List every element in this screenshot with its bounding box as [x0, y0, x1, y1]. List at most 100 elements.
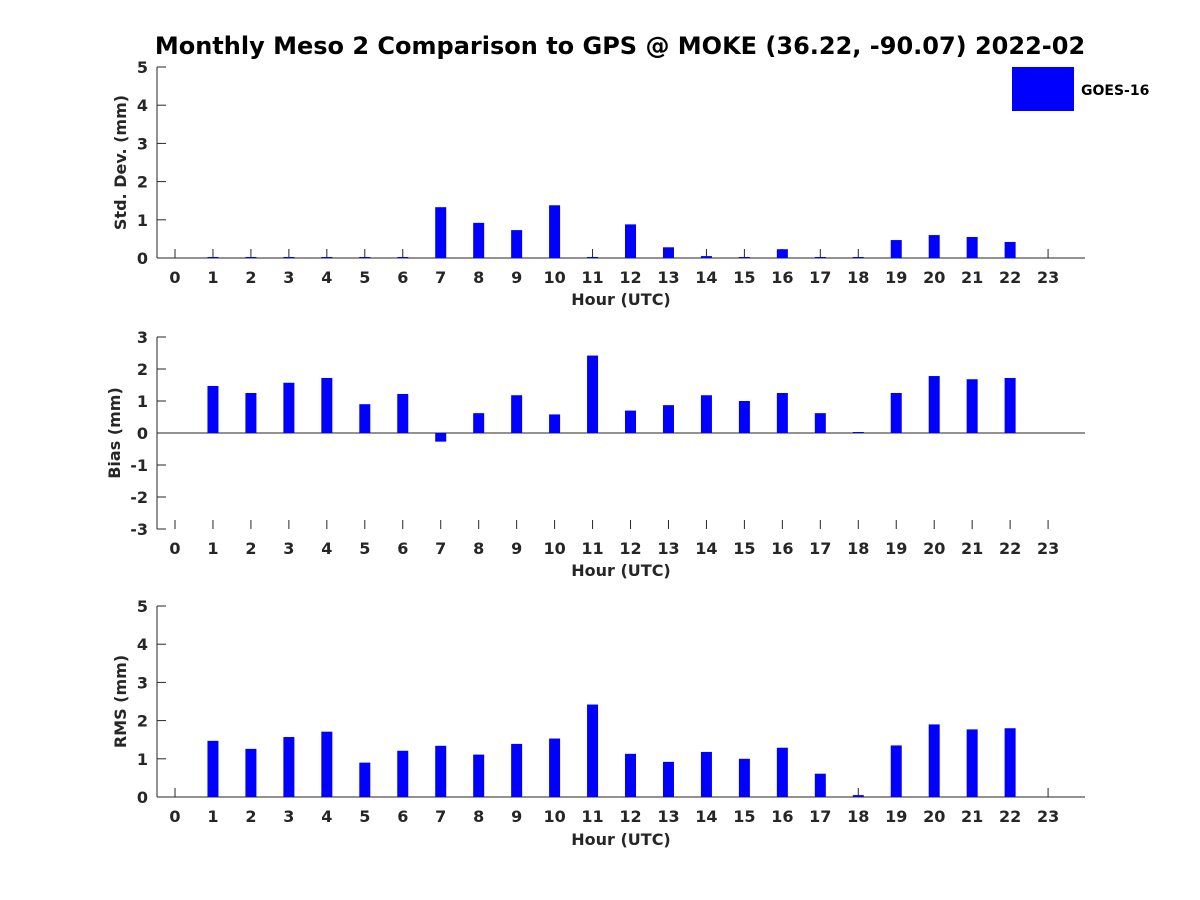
- rms-bar: [1004, 728, 1016, 797]
- bias-y-axis-label: Bias (mm): [105, 387, 124, 479]
- legend: GOES-16: [1012, 67, 1149, 111]
- std-dev-bar: [700, 256, 712, 258]
- bias-bar: [245, 393, 257, 433]
- bias-bar: [359, 404, 371, 433]
- rms-x-tick-label: 2: [245, 807, 256, 826]
- rms-bar: [587, 704, 599, 797]
- rms-bar: [321, 731, 333, 797]
- bias-y-tick-label: -3: [130, 520, 148, 539]
- bias-y-tick-label: -1: [130, 456, 148, 475]
- bias-bar: [511, 395, 523, 433]
- std-dev-y-axis-label: Std. Dev. (mm): [111, 95, 130, 230]
- rms-x-tick-label: 1: [207, 807, 218, 826]
- std-dev-bar: [207, 257, 219, 258]
- bias-bar: [852, 432, 864, 433]
- bias-bar: [738, 401, 750, 433]
- legend-swatch: [1012, 67, 1074, 111]
- rms-bar: [966, 729, 978, 797]
- rms-x-tick-label: 4: [321, 807, 332, 826]
- bias-bar: [700, 395, 712, 433]
- rms-bar: [397, 750, 409, 797]
- std-dev-bar: [397, 257, 409, 258]
- bias-bar: [207, 385, 219, 433]
- std-dev-x-tick-label: 12: [619, 268, 641, 287]
- std-dev-x-tick-label: 23: [1037, 268, 1059, 287]
- std-dev-bar: [776, 249, 788, 258]
- bias-x-tick-label: 23: [1037, 539, 1059, 558]
- bias-x-tick-label: 11: [581, 539, 603, 558]
- bias-x-tick-label: 12: [619, 539, 641, 558]
- bias-bar: [814, 413, 826, 433]
- std-dev-x-tick-label: 5: [359, 268, 370, 287]
- rms-x-tick-label: 23: [1037, 807, 1059, 826]
- rms-bar: [814, 773, 826, 797]
- std-dev-y-tick-label: 3: [137, 134, 148, 153]
- bias-bar: [776, 393, 788, 433]
- std-dev-x-tick-label: 15: [733, 268, 755, 287]
- bias-x-tick-label: 7: [435, 539, 446, 558]
- rms-y-tick-label: 1: [137, 750, 148, 769]
- legend-label: GOES-16: [1081, 83, 1149, 99]
- rms-bar: [283, 737, 295, 797]
- rms-y-tick-label: 5: [137, 597, 148, 616]
- std-dev-bar: [435, 207, 447, 258]
- rms-x-tick-label: 18: [847, 807, 869, 826]
- rms-bar: [852, 795, 864, 797]
- rms-x-tick-label: 3: [283, 807, 294, 826]
- std-dev-x-tick-label: 11: [581, 268, 603, 287]
- rms-bar: [435, 745, 447, 797]
- std-dev-x-tick-label: 9: [511, 268, 522, 287]
- bias-bar: [587, 355, 599, 433]
- bias-x-axis-label: Hour (UTC): [571, 561, 671, 580]
- std-dev-x-tick-label: 3: [283, 268, 294, 287]
- bias-x-tick-label: 17: [809, 539, 831, 558]
- bias-x-tick-label: 20: [923, 539, 945, 558]
- rms-bar: [549, 738, 561, 797]
- std-dev-x-axis-label: Hour (UTC): [571, 290, 671, 309]
- bias-x-tick-label: 2: [245, 539, 256, 558]
- rms-x-tick-label: 15: [733, 807, 755, 826]
- rms-x-tick-label: 12: [619, 807, 641, 826]
- rms-x-tick-label: 6: [397, 807, 408, 826]
- bias-x-tick-label: 3: [283, 539, 294, 558]
- rms-bar: [207, 740, 219, 797]
- rms-bar: [928, 724, 940, 797]
- std-dev-y-tick-label: 4: [137, 96, 148, 115]
- bias-x-tick-label: 1: [207, 539, 218, 558]
- bias-x-tick-label: 14: [695, 539, 717, 558]
- bias-bar: [397, 393, 409, 433]
- std-dev-y-tick-label: 1: [137, 211, 148, 230]
- std-dev-bar: [321, 257, 333, 258]
- std-dev-bar: [473, 222, 485, 258]
- bias-x-tick-label: 5: [359, 539, 370, 558]
- rms-x-tick-label: 5: [359, 807, 370, 826]
- rms-y-tick-label: 4: [137, 635, 148, 654]
- std-dev-x-tick-label: 6: [397, 268, 408, 287]
- rms-x-tick-label: 14: [695, 807, 717, 826]
- rms-x-tick-label: 19: [885, 807, 907, 826]
- bias-x-tick-label: 13: [657, 539, 679, 558]
- std-dev-bar: [625, 224, 637, 258]
- rms-x-tick-label: 21: [961, 807, 983, 826]
- std-dev-bar: [587, 257, 599, 258]
- std-dev-bar: [549, 205, 561, 258]
- std-dev-x-tick-label: 1: [207, 268, 218, 287]
- rms-x-axis-label: Hour (UTC): [571, 830, 671, 849]
- rms-x-tick-label: 0: [169, 807, 180, 826]
- rms-bar: [700, 751, 712, 797]
- bias-x-tick-label: 19: [885, 539, 907, 558]
- rms-y-tick-label: 0: [137, 788, 148, 807]
- bias-bar: [283, 382, 295, 433]
- bias-y-tick-label: 1: [137, 392, 148, 411]
- bias-x-tick-label: 10: [543, 539, 565, 558]
- std-dev-x-tick-label: 21: [961, 268, 983, 287]
- std-dev-y-tick-label: 5: [137, 58, 148, 77]
- bias-bar: [662, 405, 674, 433]
- bias-x-tick-label: 9: [511, 539, 522, 558]
- bias-x-tick-label: 15: [733, 539, 755, 558]
- rms-bar: [359, 762, 371, 797]
- bias-bar: [435, 433, 447, 442]
- std-dev-x-tick-label: 4: [321, 268, 332, 287]
